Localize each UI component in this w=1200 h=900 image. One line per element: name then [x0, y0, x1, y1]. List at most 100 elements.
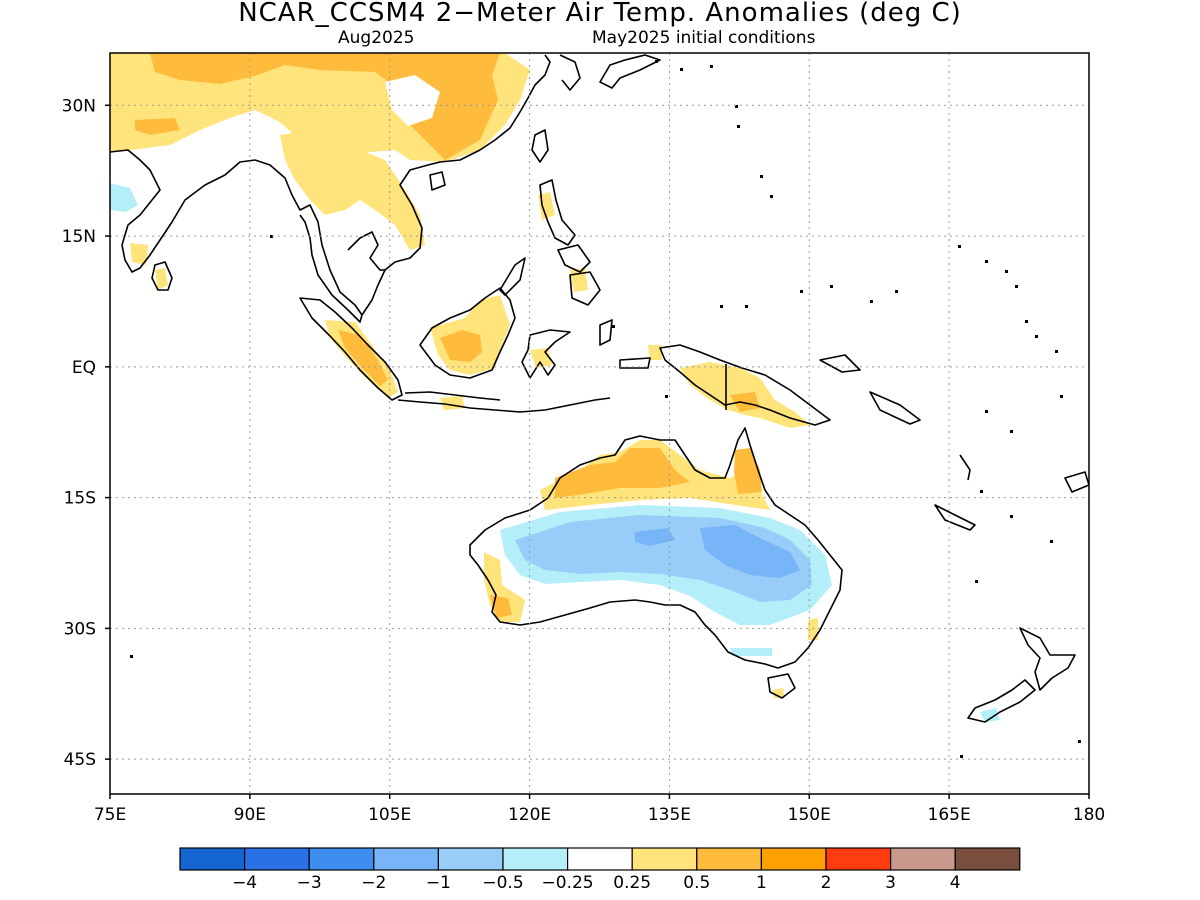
lat-tick-label: 30S — [64, 619, 96, 639]
lon-tick-label: 105E — [368, 805, 411, 825]
anomaly-india-warm — [135, 118, 180, 135]
coast-nz-south — [967, 679, 1036, 723]
lon-tick-label: 90E — [234, 805, 266, 825]
lon-tick-label: 150E — [788, 805, 831, 825]
lat-tick-label: EQ — [72, 358, 96, 378]
coast-sumatra — [299, 297, 403, 401]
anomaly-north-australia-1 — [555, 448, 690, 498]
coast-mindanao — [569, 271, 601, 306]
colorbar: −4 −3 −2 −1 −0.5 −0.25 0.25 0.5 1 2 3 4 — [179, 847, 1021, 893]
coast-solomons — [869, 391, 921, 425]
lat-tick-label: 15N — [62, 227, 96, 247]
colorbar-label: 0.5 — [683, 873, 710, 893]
lat-lon-grid — [110, 53, 1089, 794]
lat-tick-label: 30N — [62, 96, 96, 116]
coast-india — [110, 149, 256, 273]
coast-sulawesi — [521, 329, 571, 379]
colorbar-swatch — [631, 847, 698, 871]
anomaly-australia-1b — [635, 528, 675, 546]
coast-vanuatu — [959, 454, 971, 481]
colorbar-swatch — [437, 847, 504, 871]
coast-visayas — [557, 244, 591, 273]
coast-myanmar-malaya — [254, 159, 363, 323]
latitude-axis: 30N 15N EQ 15S 30S 45S — [62, 96, 110, 770]
anomaly-indochina — [280, 128, 425, 250]
colorbar-label: −1 — [426, 873, 451, 893]
colorbar-label: −2 — [361, 873, 386, 893]
colorbar-label: 4 — [950, 873, 961, 893]
coast-java — [397, 397, 611, 413]
coast-gulf-thailand — [347, 231, 385, 271]
lat-tick-label: 15S — [64, 489, 96, 509]
coast-taiwan — [531, 129, 549, 163]
anomaly-east-australia-warm — [808, 618, 818, 640]
coast-luzon — [539, 179, 576, 246]
colorbar-swatch — [825, 847, 892, 871]
coast-nz-north — [1019, 627, 1076, 691]
anomaly-nz-cool — [980, 708, 1000, 722]
anomaly-india-tip — [130, 243, 148, 265]
coast-hainan — [429, 171, 446, 191]
colorbar-swatch — [954, 847, 1021, 871]
longitude-axis: 75E 90E 105E 120E 135E 150E 165E 180 — [94, 794, 1105, 825]
coast-fiji — [1064, 471, 1089, 493]
coast-tasmania — [767, 673, 796, 699]
map-body — [110, 53, 1089, 794]
colorbar-swatch — [308, 847, 375, 871]
anomaly-moluccas — [648, 345, 662, 360]
coast-japan — [599, 54, 661, 89]
anomaly-java — [440, 396, 465, 410]
colorbar-swatch — [889, 847, 956, 871]
lat-tick-label: 45S — [64, 750, 96, 770]
map-frame — [109, 52, 1090, 795]
coast-new-britain — [819, 354, 861, 373]
anomaly-sri-lanka — [155, 268, 168, 290]
anomaly-sumatra-1 — [338, 330, 388, 386]
small-islands — [130, 60, 1081, 758]
colorbar-label: −0.5 — [482, 873, 523, 893]
lon-tick-label: 165E — [928, 805, 971, 825]
colorbar-swatch — [179, 847, 246, 871]
lon-tick-label: 135E — [648, 805, 691, 825]
colorbar-swatch — [566, 847, 633, 871]
anomaly-australia-sw-cool — [730, 648, 772, 656]
colorbar-label: 2 — [821, 873, 832, 893]
anomaly-shading — [110, 53, 1000, 722]
anomaly-new-guinea-1 — [730, 392, 760, 412]
forecast-month: Aug2025 — [338, 28, 415, 48]
colorbar-label: 0.25 — [613, 873, 651, 893]
colorbar-label: −0.25 — [542, 873, 594, 893]
coast-indochina — [361, 54, 551, 316]
colorbar-swatch — [373, 847, 439, 871]
coast-korea — [559, 54, 581, 91]
coast-australia — [469, 427, 843, 669]
initial-conditions: May2025 initial conditions — [592, 28, 816, 48]
map-title: NCAR_CCSM4 2−Meter Air Temp. Anomalies (… — [238, 0, 962, 28]
anomaly-luzon — [538, 192, 555, 220]
colorbar-label: 3 — [885, 873, 896, 893]
lon-tick-label: 180 — [1073, 805, 1105, 825]
lon-tick-label: 120E — [508, 805, 551, 825]
lon-tick-label: 75E — [94, 805, 126, 825]
coast-java-north — [404, 391, 501, 401]
colorbar-swatch — [696, 847, 762, 871]
coast-halmahera — [599, 319, 613, 346]
coast-seram — [619, 357, 651, 369]
coast-borneo — [419, 287, 516, 379]
colorbar-label: 1 — [756, 873, 767, 893]
colorbar-label: −4 — [232, 873, 257, 893]
coast-new-caledonia — [934, 504, 976, 531]
anomaly-west-australia-1 — [490, 595, 512, 618]
colorbar-label: −3 — [297, 873, 322, 893]
colorbar-swatch — [760, 847, 827, 871]
coast-new-guinea — [659, 344, 831, 426]
anomaly-arabian-sea-cool — [110, 183, 138, 212]
anomaly-australia-1 — [700, 525, 800, 578]
anomaly-borneo-1 — [440, 330, 482, 362]
colorbar-swatch — [502, 847, 569, 871]
colorbar-swatch — [244, 847, 310, 871]
coastlines — [110, 54, 1089, 723]
coast-palawan — [499, 257, 526, 296]
coast-sri-lanka — [151, 261, 173, 291]
